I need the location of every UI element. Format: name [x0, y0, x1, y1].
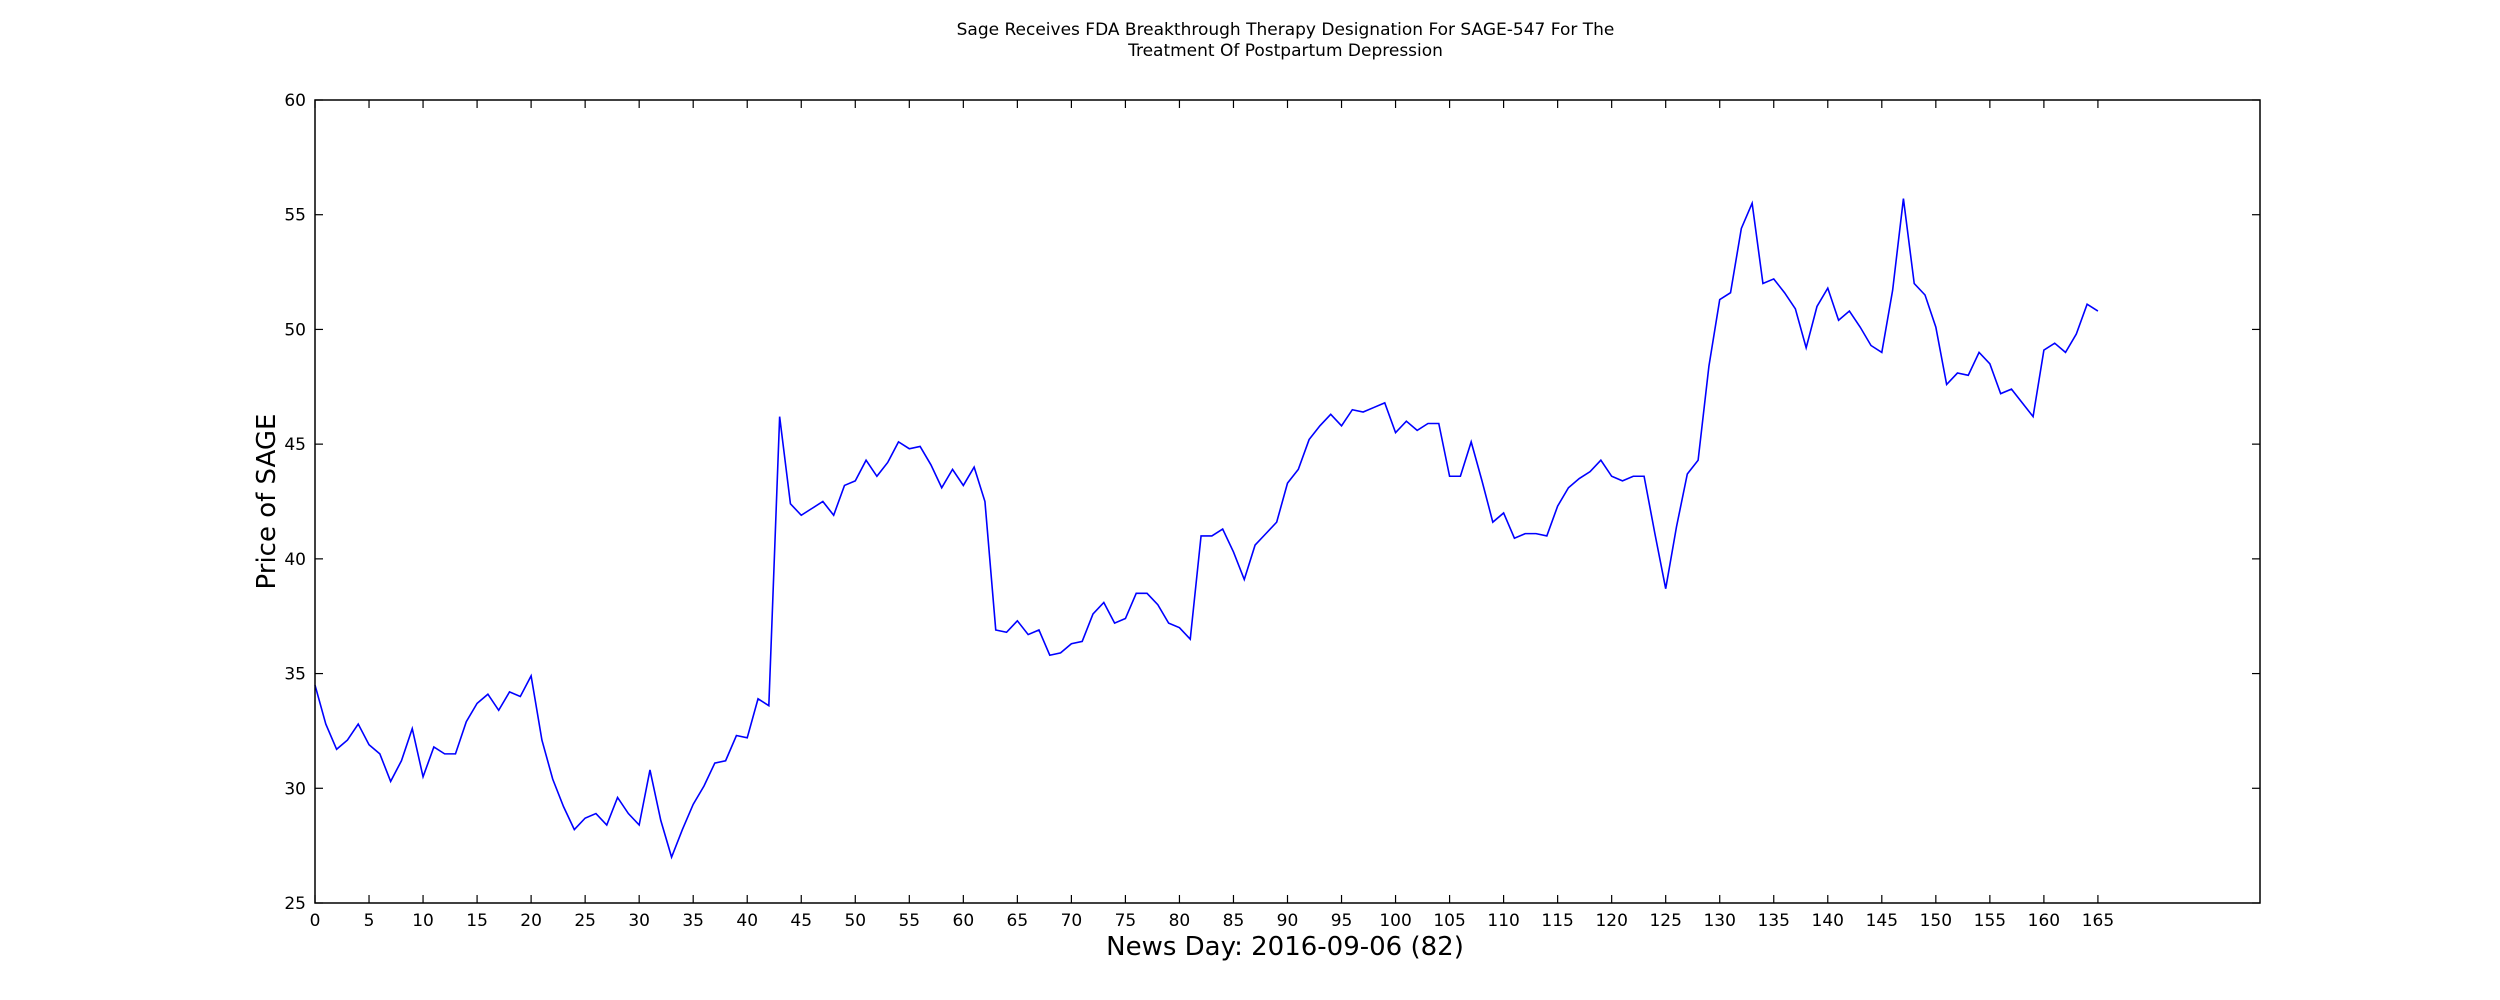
x-tick-label: 60 [953, 911, 975, 931]
x-tick-label: 120 [1595, 911, 1627, 931]
x-axis-label: News Day: 2016-09-06 (82) [1106, 932, 1464, 962]
y-tick-label: 55 [284, 206, 306, 226]
x-tick-label: 105 [1433, 911, 1465, 931]
x-tick-label: 150 [1920, 911, 1952, 931]
x-tick-label: 15 [466, 911, 488, 931]
x-tick-label: 100 [1379, 911, 1411, 931]
x-tick-label: 55 [898, 911, 920, 931]
x-tick-label: 160 [2028, 911, 2060, 931]
x-tick-label: 50 [844, 911, 866, 931]
x-tick-label: 35 [682, 911, 704, 931]
x-tick-label: 165 [2082, 911, 2114, 931]
axis-ticks: 0 5 10 15 20 25 30 35 40 45 50 55 60 65 70 75 80 85 90 95 10… [284, 91, 2260, 931]
y-tick-label: 25 [284, 894, 306, 914]
x-tick-label: 30 [628, 911, 650, 931]
axes-frame [314, 99, 2261, 904]
x-tick-label: 115 [1541, 911, 1573, 931]
x-tick-label: 0 [310, 911, 321, 931]
chart-title-line: Sage Receives FDA Breakthrough Therapy D… [957, 20, 1615, 40]
x-tick-label: 140 [1812, 911, 1844, 931]
x-tick-label: 155 [1974, 911, 2006, 931]
y-tick-label: 45 [284, 435, 306, 455]
x-tick-label: 80 [1169, 911, 1191, 931]
x-tick-label: 110 [1487, 911, 1519, 931]
y-tick-label: 35 [284, 665, 306, 685]
x-tick-label: 10 [412, 911, 434, 931]
chart-title: Sage Receives FDA Breakthrough Therapy D… [957, 20, 1615, 61]
x-tick-label: 145 [1866, 911, 1898, 931]
chart-title-line: Treatment Of Postpartum Depression [1127, 41, 1443, 61]
y-tick-label: 40 [284, 550, 306, 570]
x-tick-label: 20 [520, 911, 542, 931]
x-tick-label: 90 [1277, 911, 1299, 931]
x-tick-label: 40 [736, 911, 758, 931]
x-tick-label: 135 [1758, 911, 1790, 931]
x-tick-label: 45 [790, 911, 812, 931]
x-tick-label: 125 [1649, 911, 1681, 931]
x-tick-label: 5 [364, 911, 375, 931]
x-tick-label: 25 [574, 911, 596, 931]
y-axis-label: Price of SAGE [252, 414, 282, 590]
x-tick-label: 75 [1115, 911, 1137, 931]
price-series-line [314, 198, 2099, 860]
x-tick-label: 65 [1007, 911, 1029, 931]
x-tick-label: 95 [1331, 911, 1353, 931]
plot-area [314, 198, 2099, 860]
x-tick-label: 70 [1061, 911, 1083, 931]
y-tick-label: 60 [284, 91, 306, 111]
y-tick-label: 50 [284, 320, 306, 340]
x-tick-label: 130 [1703, 911, 1735, 931]
x-tick-label: 85 [1223, 911, 1245, 931]
y-tick-label: 30 [284, 779, 306, 799]
